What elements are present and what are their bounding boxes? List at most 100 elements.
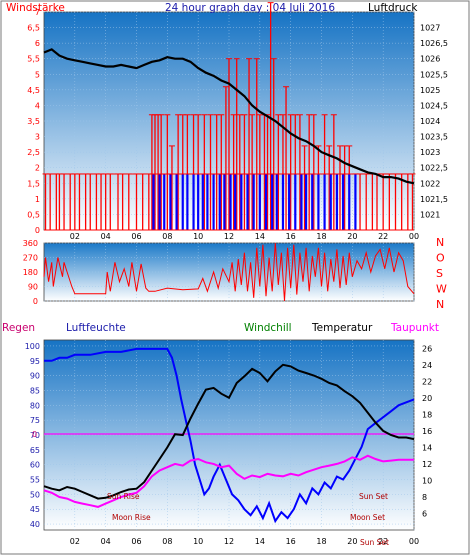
humidity-tick-label: 45 — [30, 505, 40, 514]
panel1-time-axis: 02 04 06 08 10 12 14 16 18 20 22 00 — [70, 232, 419, 241]
wind-tick-label: 6 — [35, 39, 40, 48]
time-tick-label: 16 — [286, 537, 296, 546]
time-tick-label: 02 — [70, 232, 80, 241]
panel3-humidity-axis: 40 45 50 55 60 65 70 75 80 85 90 95 100 — [25, 342, 40, 529]
time-tick-label: 18 — [316, 537, 326, 546]
temperature-tick-label: 22 — [422, 377, 432, 386]
pressure-tick-label: 1021,5 — [420, 195, 448, 204]
wind-tick-label: 4,5 — [27, 86, 40, 95]
panel1-wind-axis: 0 0,5 1 1,5 2 2,5 3 3,5 4 4,5 5 5,5 6 6,5 7 — [27, 8, 40, 235]
moonset-label: Moon Set — [350, 513, 385, 522]
compass-tick-label: O — [436, 252, 445, 265]
humidity-tick-label: 100 — [25, 342, 40, 351]
pressure-tick-label: 1026 — [420, 55, 440, 64]
wind-tick-label: 5,5 — [27, 55, 40, 64]
gust-bars — [152, 173, 357, 230]
humidity-tick-label: 95 — [30, 357, 40, 366]
temperature-line — [43, 363, 415, 500]
pressure-tick-label: 1021 — [420, 210, 440, 219]
temperature-tick-label: 20 — [422, 394, 432, 403]
degree-tick-label: 90 — [28, 283, 38, 292]
time-tick-label: 00 — [409, 232, 419, 241]
wind-tick-label: 3,5 — [27, 117, 40, 126]
time-tick-label: 22 — [378, 232, 388, 241]
time-tick-label: 20 — [347, 537, 357, 546]
humidity-tick-label: 75 — [30, 416, 40, 425]
temperature-tick-label: 18 — [422, 410, 432, 419]
compass-tick-label: W — [436, 283, 447, 296]
rain-zero-label: 0 — [32, 430, 37, 439]
wind-baseline — [44, 173, 414, 231]
temperature-tick-label: 6 — [422, 509, 427, 518]
pressure-tick-label: 1027 — [420, 24, 440, 33]
time-tick-label: 04 — [101, 537, 111, 546]
wind-tick-label: 7 — [35, 8, 40, 17]
wind-tick-label: 5 — [35, 70, 40, 79]
time-tick-label: 10 — [193, 232, 203, 241]
pressure-tick-label: 1025 — [420, 86, 440, 95]
degree-tick-label: 360 — [23, 239, 38, 248]
panel1-gridlines — [44, 11, 415, 231]
panel3-time-axis: 02 04 06 08 10 12 14 16 18 20 22 00 — [70, 537, 419, 546]
temperature-tick-label: 14 — [422, 443, 432, 452]
time-tick-label: 12 — [224, 537, 234, 546]
sunrise-label: Sun Rise — [107, 492, 140, 501]
pressure-tick-label: 1026,5 — [420, 39, 448, 48]
humidity-tick-label: 60 — [30, 461, 40, 470]
humidity-tick-label: 55 — [30, 476, 40, 485]
degree-tick-label: 180 — [23, 268, 38, 277]
pressure-tick-label: 1023 — [420, 148, 440, 157]
panel2-plot-area — [43, 242, 415, 302]
time-tick-label: 22 — [378, 537, 388, 546]
sunset-label: Sun Set — [359, 492, 388, 501]
legend-humidity: Luftfeuchte — [66, 322, 126, 334]
wind-tick-label: 2 — [35, 164, 40, 173]
pressure-tick-label: 1023,5 — [420, 133, 448, 142]
temperature-tick-label: 12 — [422, 460, 432, 469]
temperature-tick-label: 8 — [422, 493, 427, 502]
pressure-line — [43, 48, 415, 185]
time-tick-label: 10 — [193, 537, 203, 546]
wind-tick-label: 2,5 — [27, 148, 40, 157]
humidity-tick-label: 40 — [30, 520, 40, 529]
humidity-temperature-panel: Regen Luftfeuchte Windchill Temperatur T… — [2, 322, 439, 547]
compass-tick-label: N — [436, 298, 444, 311]
wind-tick-label: 4 — [35, 101, 40, 110]
temperature-tick-label: 10 — [422, 476, 432, 485]
pressure-tick-label: 1025,5 — [420, 70, 448, 79]
temperature-tick-label: 24 — [422, 361, 432, 370]
time-tick-label: 06 — [131, 232, 141, 241]
legend-windchill: Windchill — [244, 322, 292, 334]
time-tick-label: 00 — [409, 537, 419, 546]
wind-pressure-panel: Windstärke 24 hour graph day : 04 Juli 2… — [6, 2, 448, 241]
wind-tick-label: 1 — [35, 195, 40, 204]
pressure-tick-label: 1024,5 — [420, 101, 448, 110]
humidity-tick-label: 80 — [30, 401, 40, 410]
time-tick-label: 04 — [101, 232, 111, 241]
wind-tick-label: 3 — [35, 133, 40, 142]
pressure-tick-label: 1022 — [420, 179, 440, 188]
time-tick-label: 20 — [347, 232, 357, 241]
humidity-tick-label: 90 — [30, 372, 40, 381]
humidity-line — [44, 347, 415, 524]
time-tick-label: 02 — [70, 537, 80, 546]
wind-direction-line — [43, 242, 415, 302]
time-tick-label: 08 — [162, 232, 172, 241]
pressure-label: Luftdruck — [368, 2, 418, 14]
legend-temperature: Temperatur — [311, 322, 373, 334]
wind-tick-label: 1,5 — [27, 179, 40, 188]
wind-tick-label: 6,5 — [27, 24, 40, 33]
humidity-tick-label: 70 — [30, 431, 40, 440]
compass-tick-label: S — [436, 267, 443, 280]
degree-tick-label: 0 — [33, 297, 38, 306]
temperature-tick-label: 26 — [422, 344, 432, 353]
humidity-tick-label: 65 — [30, 446, 40, 455]
panel3-plot-area — [43, 339, 415, 531]
pressure-tick-label: 1022,5 — [420, 164, 448, 173]
panel3-temperature-axis: 6 8 10 12 14 16 18 20 22 24 26 — [422, 344, 432, 518]
panel1-pressure-axis: 1021 1021,5 1022 1022,5 1023 1023,5 1024 1024,5… — [420, 24, 448, 220]
humidity-tick-label: 85 — [30, 386, 40, 395]
